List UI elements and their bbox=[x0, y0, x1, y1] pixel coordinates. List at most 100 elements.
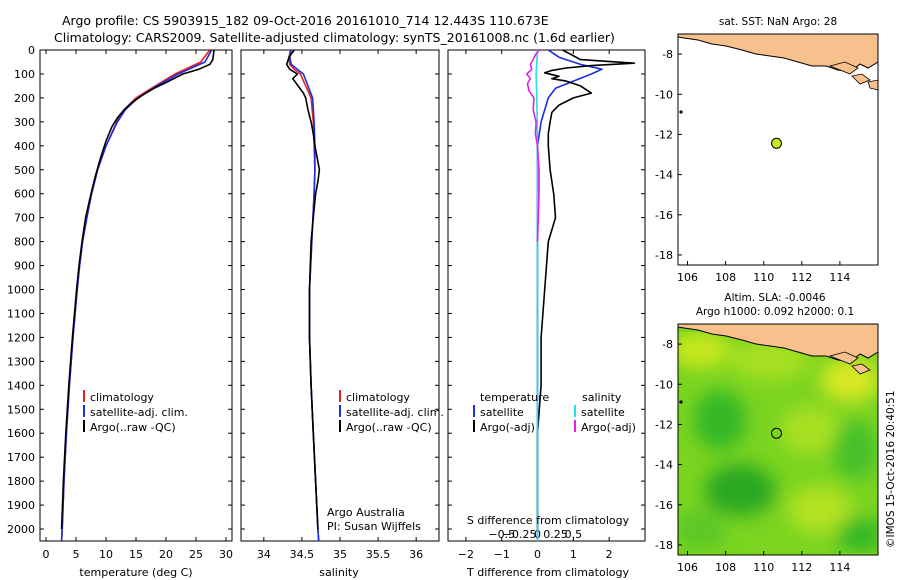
map-y-tick-label: -12 bbox=[655, 128, 673, 141]
island bbox=[851, 363, 871, 375]
sla-map-frame bbox=[677, 323, 879, 556]
series-line-2 bbox=[285, 50, 321, 530]
map-y-tick-label: -16 bbox=[655, 499, 673, 512]
map-y-tick-label: -16 bbox=[655, 209, 673, 222]
christmas-island bbox=[679, 400, 683, 404]
sla-blob bbox=[780, 406, 840, 454]
legend-label-argo: Argo(..raw -QC) bbox=[90, 421, 176, 434]
sla-blob bbox=[836, 517, 878, 553]
depth-tick-label: 1300 bbox=[7, 355, 35, 368]
depth-tick-label: 900 bbox=[14, 260, 35, 273]
temperature-legend: climatology satellite-adj. clim. Argo(..… bbox=[83, 390, 188, 434]
figure-title-line1: Argo profile: CS 5903915_182 09-Oct-2016… bbox=[62, 13, 549, 28]
legend-header-salinity: salinity bbox=[582, 391, 622, 404]
legend-label-climatology: climatology bbox=[346, 391, 410, 404]
salinity-annotation-line2: PI: Susan Wijffels bbox=[327, 520, 421, 533]
legend-swatch-argo bbox=[339, 420, 341, 432]
temperature-xlabel: temperature (deg C) bbox=[79, 566, 192, 579]
x-tick-label: 35.5 bbox=[366, 548, 391, 561]
map-x-tick-label: 106 bbox=[677, 561, 698, 574]
s-tick-label: −0.25 bbox=[503, 528, 537, 541]
depth-tick-label: 300 bbox=[14, 116, 35, 129]
x-tick-label: 2 bbox=[606, 548, 613, 561]
sla-profile-marker bbox=[771, 427, 782, 439]
x-tick-label: −1 bbox=[494, 548, 510, 561]
legend-swatch-climatology bbox=[339, 390, 341, 402]
x-tick-label: 34.5 bbox=[290, 548, 315, 561]
java-coast bbox=[678, 34, 878, 73]
salinity-axes bbox=[240, 49, 440, 542]
sst-map-frame bbox=[677, 33, 879, 266]
island bbox=[867, 79, 878, 91]
depth-tick-label: 1800 bbox=[7, 475, 35, 488]
sst-map-background bbox=[678, 34, 878, 265]
depth-tick-label: 1500 bbox=[7, 403, 35, 416]
legend-label-satellite: satellite-adj. clim. bbox=[90, 406, 188, 419]
diff-series-line-1 bbox=[536, 50, 636, 529]
sla-map-title-line1: Altim. SLA: -0.0046 bbox=[724, 292, 826, 304]
x-tick-label: 1 bbox=[570, 548, 577, 561]
island bbox=[851, 73, 871, 85]
salinity-annotation-line1: Argo Australia bbox=[327, 506, 405, 519]
credit-text: ©IMOS 15-Oct-2016 20:40:51 bbox=[885, 390, 897, 548]
diff-series-line-3 bbox=[525, 50, 540, 242]
legend-label-climatology: climatology bbox=[90, 391, 154, 404]
x-tick-label: 10 bbox=[99, 548, 113, 561]
map-y-tick-label: -8 bbox=[662, 338, 673, 351]
legend-swatch-t-argo bbox=[473, 420, 475, 432]
difference-axes bbox=[447, 49, 646, 542]
sla-blob bbox=[820, 358, 878, 402]
depth-tick-label: 1100 bbox=[7, 307, 35, 320]
map-x-tick-label: 106 bbox=[677, 271, 698, 284]
map-x-tick-label: 112 bbox=[791, 561, 812, 574]
salinity-xlabel: salinity bbox=[319, 566, 359, 579]
x-tick-label: 0 bbox=[534, 548, 541, 561]
java-coast bbox=[678, 324, 878, 363]
depth-tick-label: 400 bbox=[14, 140, 35, 153]
island bbox=[828, 61, 859, 75]
diff-series-line-2 bbox=[535, 50, 539, 541]
depth-tick-label: 1400 bbox=[7, 379, 35, 392]
legend-swatch-s-argo bbox=[574, 420, 576, 432]
depth-tick-label: 700 bbox=[14, 212, 35, 225]
x-tick-label: −2 bbox=[458, 548, 474, 561]
depth-tick-label: 1600 bbox=[7, 427, 35, 440]
legend-label-satellite: satellite-adj. clim. bbox=[346, 406, 444, 419]
x-tick-label: 20 bbox=[159, 548, 173, 561]
map-x-tick-label: 114 bbox=[829, 561, 850, 574]
difference-xlabel: T difference from climatology bbox=[466, 566, 629, 579]
map-y-tick-label: -14 bbox=[655, 459, 673, 472]
diff-series-line-0 bbox=[536, 50, 603, 541]
map-y-tick-label: -8 bbox=[662, 48, 673, 61]
difference-top-label: S difference from climatology bbox=[467, 514, 630, 527]
sla-blob bbox=[678, 332, 730, 368]
map-x-tick-label: 114 bbox=[829, 271, 850, 284]
s-tick-label: 0.25 bbox=[543, 528, 568, 541]
depth-tick-label: 0 bbox=[28, 44, 35, 57]
sla-blob bbox=[694, 390, 746, 450]
depth-tick-label: 1000 bbox=[7, 284, 35, 297]
figure-title-line2: Climatology: CARS2009. Satellite-adjuste… bbox=[54, 30, 615, 45]
legend-label-argo: Argo(..raw -QC) bbox=[346, 421, 432, 434]
legend-swatch-t-satellite bbox=[473, 405, 475, 417]
map-y-tick-label: -18 bbox=[655, 539, 673, 552]
salinity-lines bbox=[285, 50, 321, 541]
x-tick-label: 30 bbox=[219, 548, 233, 561]
s-tick-label: 0.5 bbox=[565, 528, 583, 541]
sla-map-ticks: 106 108 110 112 114 -8 -10 -12 -14 -16 -18 bbox=[655, 338, 850, 574]
map-x-tick-label: 110 bbox=[753, 271, 774, 284]
island bbox=[828, 351, 859, 365]
map-x-tick-label: 108 bbox=[715, 271, 736, 284]
series-line-0 bbox=[60, 50, 211, 541]
map-y-tick-label: -10 bbox=[655, 88, 673, 101]
sla-blob bbox=[833, 420, 877, 480]
depth-tick-label: 600 bbox=[14, 188, 35, 201]
difference-lines bbox=[525, 50, 636, 541]
legend-label-t-argo: Argo(-adj) bbox=[480, 421, 535, 434]
sst-profile-marker bbox=[771, 137, 782, 149]
depth-tick-label: 1900 bbox=[7, 499, 35, 512]
series-line-2 bbox=[60, 50, 215, 530]
map-y-tick-label: -12 bbox=[655, 418, 673, 431]
x-tick-label: 36 bbox=[409, 548, 423, 561]
depth-axis: 0 100 200 300 400 500 600 700 800 900 1000 1100 1200… bbox=[7, 44, 645, 536]
